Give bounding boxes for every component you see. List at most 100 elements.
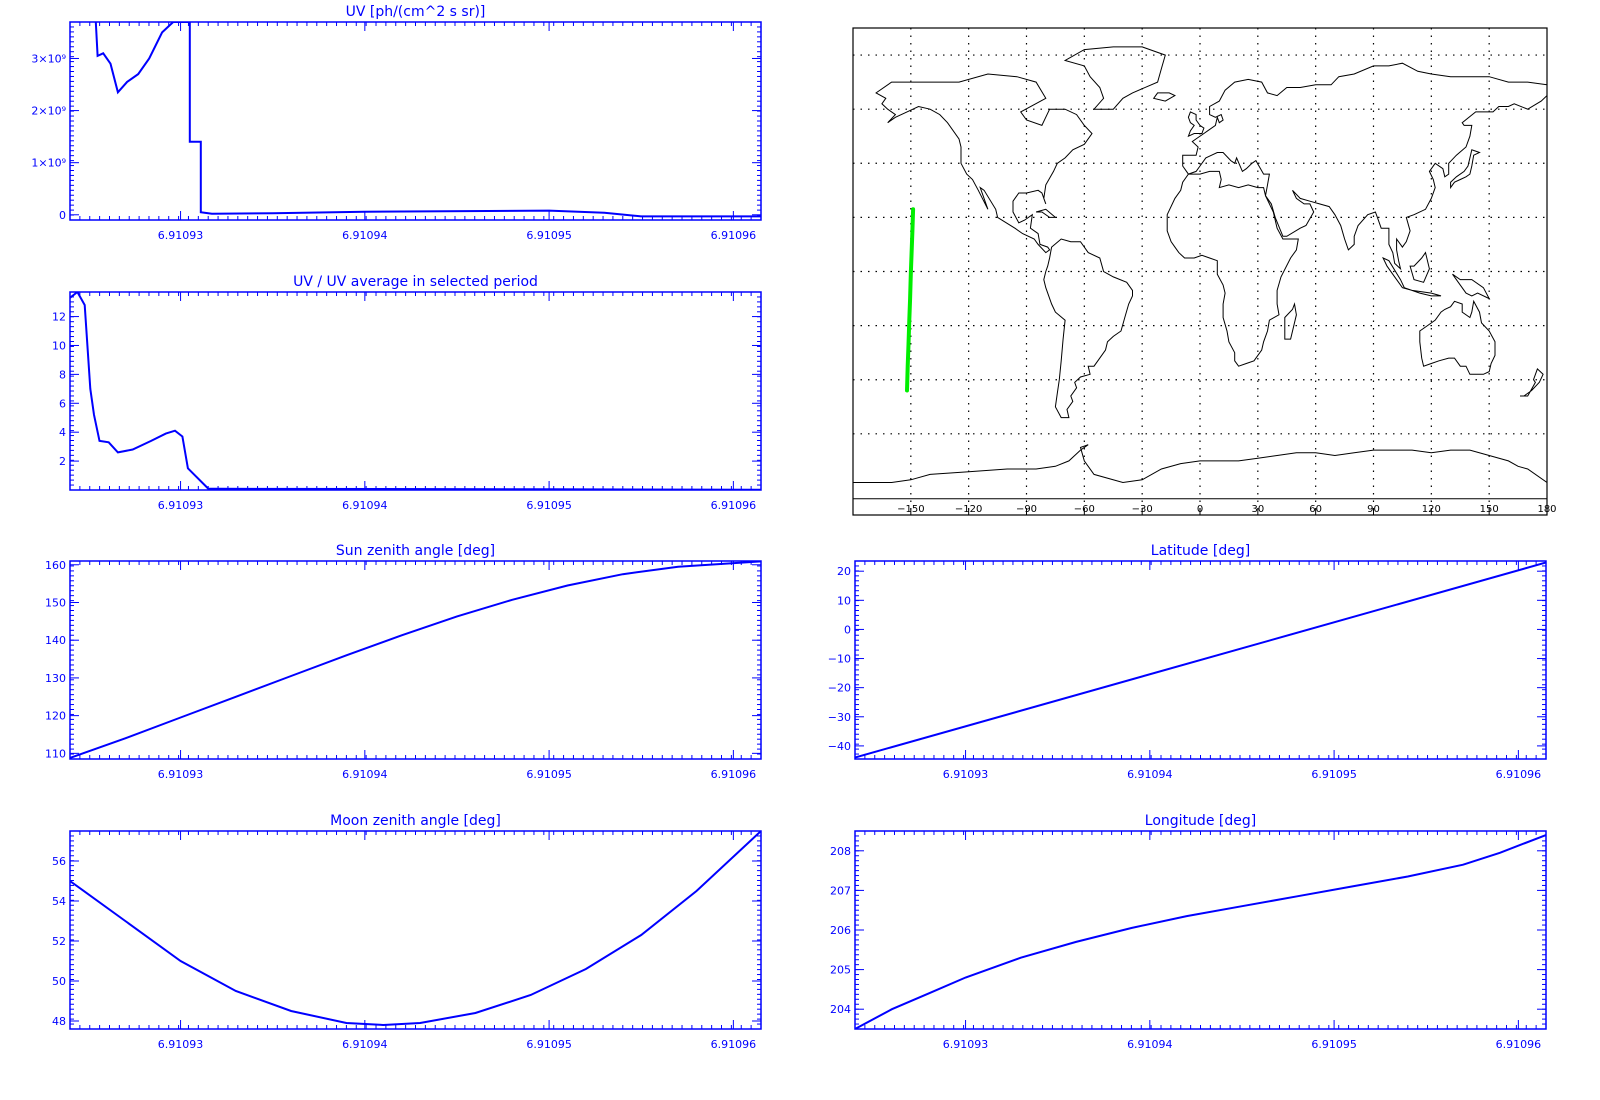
y-tick-label: 6 (59, 397, 66, 410)
coastline-eurasia (1182, 62, 1547, 271)
coastline-new-guinea (1452, 273, 1491, 300)
y-tick-label: 205 (830, 964, 851, 977)
y-tick-label: 206 (830, 924, 851, 937)
satellite-track (905, 207, 916, 393)
y-tick-label: 2×10⁹ (31, 105, 66, 118)
x-tick-label: 6.91094 (1127, 1038, 1173, 1051)
coastline-borneo (1409, 251, 1430, 283)
x-tick-label: 6.91094 (342, 768, 388, 781)
chart-title: UV / UV average in selected period (293, 274, 538, 290)
x-tick-label: 6.91096 (711, 1038, 757, 1051)
y-tick-label: 140 (45, 634, 66, 647)
y-tick-label: 204 (830, 1003, 851, 1016)
coastline-new-zealand (1520, 368, 1544, 397)
map-x-tick-label: −60 (1074, 504, 1095, 515)
y-tick-label: 0 (59, 209, 66, 222)
y-tick-label: 110 (45, 747, 66, 760)
x-tick-label: 6.91095 (1311, 768, 1357, 781)
map-x-tick-label: −150 (897, 504, 924, 515)
chart-uv: UV [ph/(cm^2 s sr)] 6.91093 6.91094 6.91095… (31, 4, 762, 242)
series-line (94, 22, 761, 218)
x-tick-label: 6.91093 (943, 768, 989, 781)
chart-title: Latitude [deg] (1151, 543, 1250, 559)
y-tick-label: 54 (52, 895, 66, 908)
x-tick-label: 6.91096 (711, 499, 757, 512)
plot-frame (854, 830, 1547, 1030)
x-tick-label: 6.91095 (1311, 1038, 1357, 1051)
coastline-south-america (1043, 238, 1133, 419)
y-tick-label: 48 (52, 1015, 66, 1028)
y-tick-label: −30 (828, 711, 851, 724)
series-line (70, 561, 761, 759)
x-tick-label: 6.91094 (342, 1038, 388, 1051)
y-tick-label: 10 (837, 594, 851, 607)
x-tick-label: 6.91095 (526, 1038, 572, 1051)
y-tick-label: 12 (52, 311, 66, 324)
x-tick-label: 6.91095 (526, 499, 572, 512)
y-tick-label: −10 (828, 653, 851, 666)
coastline-antarctica (853, 444, 1547, 500)
map-x-tick-label: −30 (1132, 504, 1153, 515)
y-tick-label: 20 (837, 565, 851, 578)
map-x-tick-label: 0 (1197, 504, 1203, 515)
x-tick-label: 6.91093 (158, 499, 204, 512)
map-frame (852, 27, 1548, 516)
coastline-iceland (1152, 92, 1176, 102)
map-x-tick-label: 120 (1422, 504, 1441, 515)
coastline-japan (1450, 149, 1481, 190)
coastline-north-america (875, 73, 1093, 254)
plot-frame (69, 830, 762, 1030)
y-tick-label: 56 (52, 855, 66, 868)
plot-frame (69, 291, 762, 491)
y-tick-label: 50 (52, 975, 66, 988)
coastline-africa (1166, 170, 1299, 367)
map-x-tick-label: 30 (1251, 504, 1264, 515)
y-tick-label: 8 (59, 368, 66, 381)
plot-frame (69, 21, 762, 221)
y-tick-label: −40 (828, 740, 851, 753)
series-line (70, 831, 761, 1027)
chart-lon: Longitude [deg] 6.91093 6.91094 6.91095 6.91… (830, 813, 1547, 1051)
coastline-indonesia (1382, 256, 1442, 297)
x-tick-label: 6.91093 (943, 1038, 989, 1051)
coastline-madagascar (1284, 302, 1297, 340)
coastline-greenland (1063, 46, 1166, 110)
coastline-cuba (1035, 208, 1057, 218)
plot-frame (854, 560, 1547, 760)
x-tick-label: 6.91096 (711, 229, 757, 242)
map-x-tick-label: −90 (1016, 504, 1037, 515)
world-map: −150 −120 −90 −60 −30 0 30 60 90 120 150 180 (852, 27, 1557, 516)
x-tick-label: 6.91096 (1496, 768, 1542, 781)
chart-title: Sun zenith angle [deg] (336, 543, 495, 559)
y-tick-label: 208 (830, 845, 851, 858)
y-tick-label: 160 (45, 559, 66, 572)
chart-ratio: UV / UV average in selected period 6.9109… (52, 274, 762, 512)
chart-title: Longitude [deg] (1145, 813, 1256, 829)
y-tick-label: 120 (45, 710, 66, 723)
y-tick-label: 3×10⁹ (31, 52, 66, 65)
coastline-australia (1419, 299, 1496, 375)
x-tick-label: 6.91093 (158, 1038, 204, 1051)
x-tick-label: 6.91094 (342, 499, 388, 512)
map-x-tick-label: 90 (1367, 504, 1380, 515)
y-tick-label: 4 (59, 426, 66, 439)
map-x-tick-label: 60 (1309, 504, 1322, 515)
x-tick-label: 6.91096 (711, 768, 757, 781)
x-tick-label: 6.91096 (1496, 1038, 1542, 1051)
y-tick-label: 207 (830, 884, 851, 897)
y-tick-label: 2 (59, 455, 66, 468)
coastline-british-isles (1187, 111, 1205, 138)
series-line (70, 292, 761, 490)
x-tick-label: 6.91095 (526, 768, 572, 781)
map-x-tick-label: 150 (1480, 504, 1499, 515)
y-tick-label: 150 (45, 596, 66, 609)
plot-frame (69, 560, 762, 760)
x-tick-label: 6.91093 (158, 768, 204, 781)
chart-title: UV [ph/(cm^2 s sr)] (346, 4, 486, 20)
y-tick-label: 10 (52, 339, 66, 352)
y-tick-label: 130 (45, 672, 66, 685)
chart-mza: Moon zenith angle [deg] 6.91093 6.91094 6.9… (52, 813, 762, 1051)
series-line (855, 834, 1546, 1029)
series-line (855, 561, 1546, 759)
